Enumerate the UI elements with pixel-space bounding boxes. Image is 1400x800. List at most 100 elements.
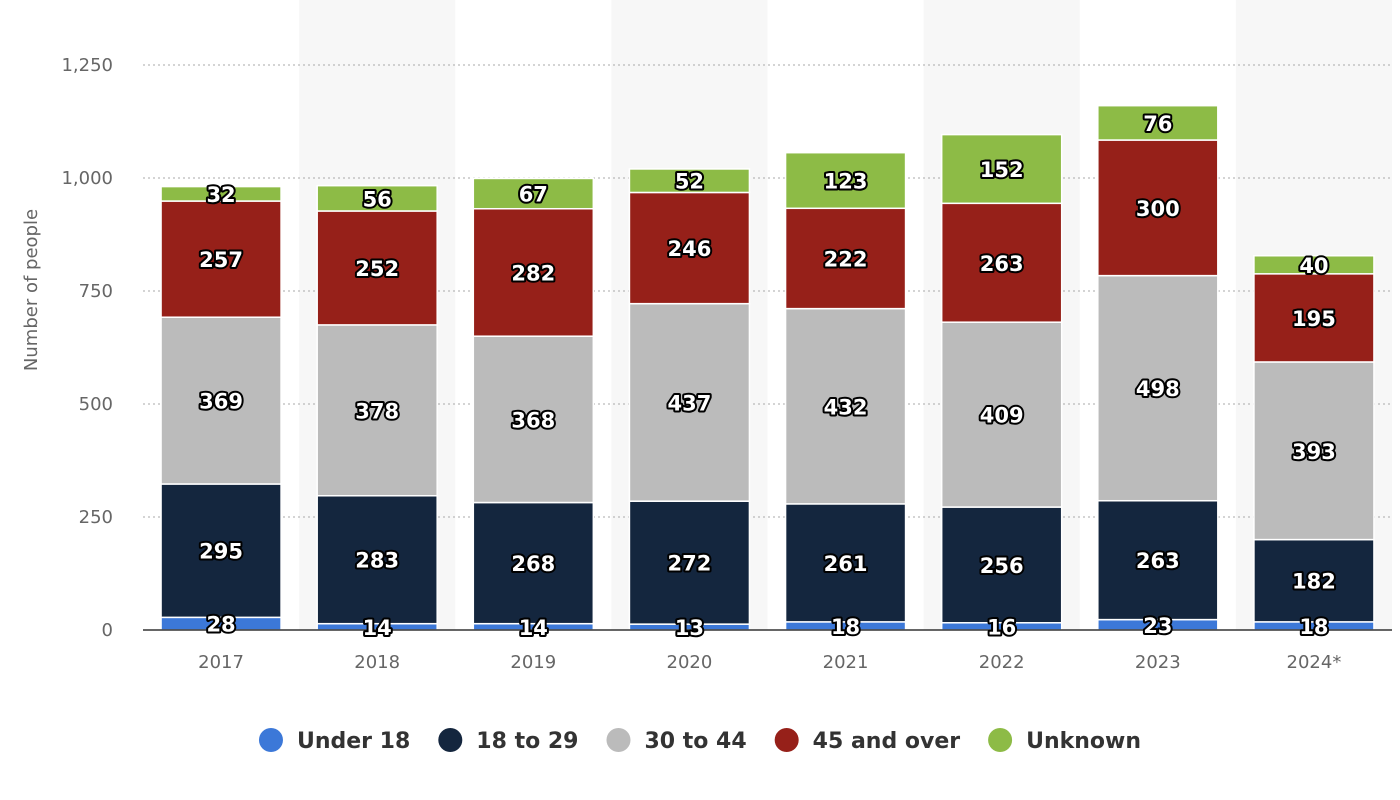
bar-segment bbox=[1097, 499, 1219, 621]
legend-item[interactable]: 45 and over bbox=[774, 728, 961, 754]
legend-marker-icon bbox=[774, 728, 799, 752]
bar-segment bbox=[1253, 361, 1375, 541]
bar-segment bbox=[160, 316, 282, 485]
bar-segment bbox=[472, 335, 595, 504]
bar-segment bbox=[160, 483, 282, 619]
x-tick-label: 2023 bbox=[1135, 652, 1181, 673]
data-label: 16 bbox=[987, 615, 1016, 639]
bar-segment bbox=[628, 500, 751, 625]
bar-segment bbox=[784, 207, 907, 310]
data-label: 195 bbox=[1292, 307, 1336, 331]
data-label: 409 bbox=[980, 404, 1024, 428]
data-label: 18 bbox=[831, 615, 860, 639]
legend-marker-icon bbox=[258, 728, 283, 752]
data-label: 14 bbox=[363, 616, 392, 640]
legend-marker-icon bbox=[606, 728, 631, 752]
y-tick-label: 1,000 bbox=[61, 168, 113, 189]
bar-segment bbox=[784, 151, 907, 210]
legend: Under 18 18 to 29 30 to 44 45 and over Unkno… bbox=[258, 728, 1141, 754]
legend-item[interactable]: Unknown bbox=[988, 728, 1141, 754]
bar-segment bbox=[1253, 538, 1375, 623]
bar-segment bbox=[1253, 254, 1375, 275]
y-axis-ticks: 0 250 500 750 1,000 1,250 bbox=[61, 55, 113, 641]
data-label: 272 bbox=[668, 552, 712, 576]
data-label: 123 bbox=[824, 169, 868, 193]
y-tick-label: 250 bbox=[79, 507, 113, 528]
data-label: 14 bbox=[519, 616, 548, 640]
data-label: 23 bbox=[1143, 614, 1172, 638]
data-label: 18 bbox=[1299, 615, 1328, 639]
x-tick-label: 2022 bbox=[979, 652, 1025, 673]
bar-segment bbox=[1097, 139, 1219, 277]
legend-item[interactable]: 30 to 44 bbox=[606, 728, 747, 754]
data-label: 437 bbox=[668, 391, 712, 415]
bar-segment bbox=[160, 185, 282, 202]
legend-marker-icon bbox=[438, 728, 463, 752]
data-label: 300 bbox=[1136, 197, 1180, 221]
x-tick-label: 2019 bbox=[510, 652, 556, 673]
data-label: 246 bbox=[668, 237, 712, 261]
data-label: 56 bbox=[363, 187, 392, 211]
bar-segment bbox=[1097, 104, 1219, 141]
y-tick-label: 500 bbox=[79, 394, 113, 415]
bar-segment bbox=[628, 191, 751, 305]
bar-segment bbox=[784, 307, 907, 505]
bar-segment bbox=[316, 324, 438, 497]
data-label: 393 bbox=[1292, 440, 1336, 464]
data-label: 432 bbox=[824, 395, 868, 419]
data-label: 369 bbox=[199, 390, 243, 414]
x-tick-label: 2021 bbox=[823, 652, 869, 673]
data-label: 378 bbox=[355, 399, 399, 423]
data-label: 261 bbox=[824, 552, 868, 576]
data-labels: 28 295 369 257 32 14 283 378 252 56 14 268 368 282 67 1… bbox=[197, 110, 1338, 642]
bars bbox=[160, 104, 1375, 631]
bar-segment bbox=[628, 302, 751, 502]
bar-segment bbox=[940, 133, 1063, 205]
data-label: 282 bbox=[511, 261, 555, 285]
bar-segment bbox=[784, 503, 907, 623]
data-label: 256 bbox=[980, 554, 1024, 578]
bar-segment bbox=[472, 501, 595, 625]
data-label: 152 bbox=[980, 158, 1024, 182]
data-label: 222 bbox=[824, 247, 868, 271]
legend-item-label: 18 to 29 bbox=[476, 729, 578, 754]
x-tick-label: 2020 bbox=[667, 652, 713, 673]
bar-segment bbox=[472, 207, 595, 337]
data-label: 368 bbox=[511, 408, 555, 432]
bar-segment bbox=[940, 321, 1063, 508]
bar-segment bbox=[316, 184, 438, 212]
y-axis-label: Number of people bbox=[21, 209, 42, 371]
data-label: 263 bbox=[980, 252, 1024, 276]
data-label: 498 bbox=[1136, 377, 1180, 401]
data-label: 263 bbox=[1136, 549, 1180, 573]
data-label: 52 bbox=[675, 170, 704, 194]
data-label: 28 bbox=[206, 613, 235, 637]
data-label: 40 bbox=[1299, 254, 1328, 278]
legend-item[interactable]: 18 to 29 bbox=[438, 728, 578, 754]
data-label: 283 bbox=[355, 549, 399, 573]
y-tick-label: 1,250 bbox=[61, 55, 113, 76]
x-tick-label: 2017 bbox=[198, 652, 244, 673]
data-label: 32 bbox=[206, 183, 235, 207]
data-label: 67 bbox=[519, 183, 548, 207]
bar-segment bbox=[472, 177, 595, 210]
data-label: 257 bbox=[199, 248, 243, 272]
y-tick-label: 0 bbox=[102, 620, 113, 641]
legend-item-label: 30 to 44 bbox=[644, 729, 746, 754]
x-tick-label: 2018 bbox=[354, 652, 400, 673]
legend-item[interactable]: Under 18 bbox=[258, 728, 410, 754]
legend-item-label: Unknown bbox=[1026, 729, 1141, 754]
x-axis-ticks: 2017 2018 2019 2020 2021 2022 2023 2024* bbox=[198, 652, 1341, 673]
data-label: 295 bbox=[199, 540, 243, 564]
legend-item-label: 45 and over bbox=[813, 729, 961, 754]
bar-segment bbox=[1253, 273, 1375, 363]
bar-segment bbox=[940, 506, 1063, 624]
legend-marker-icon bbox=[988, 728, 1013, 752]
y-tick-label: 750 bbox=[79, 281, 113, 302]
bar-segment bbox=[628, 168, 751, 194]
bar-segment bbox=[940, 202, 1063, 323]
data-label: 268 bbox=[511, 552, 555, 576]
bar-segment bbox=[1097, 274, 1219, 502]
